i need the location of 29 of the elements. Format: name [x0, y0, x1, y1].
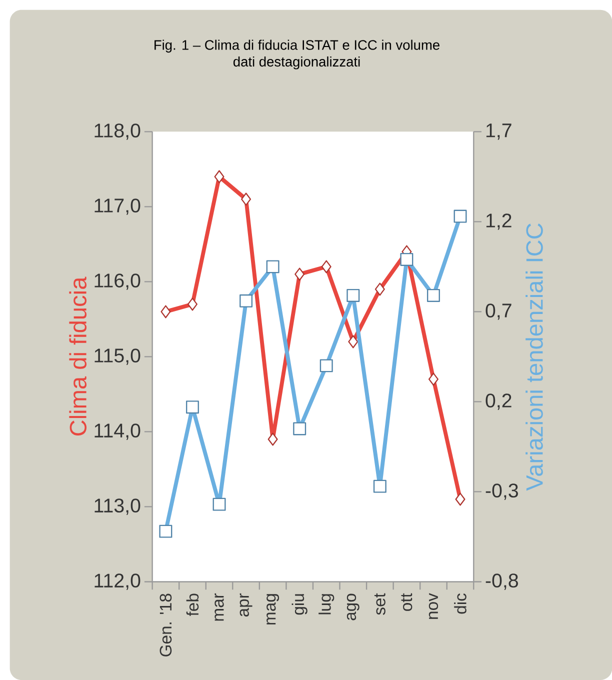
x-tick-label: mar [214, 593, 224, 621]
y2-tick-label: -0,3 [486, 484, 518, 500]
y2-tick-label: 1,2 [486, 214, 512, 230]
x-tick-label: giu [292, 594, 308, 615]
y-tick-label: 115,0 [94, 348, 140, 365]
y2-tick-label: -0,8 [486, 574, 518, 590]
y-tick-label: 113,0 [94, 498, 140, 515]
x-tick-label: feb [186, 594, 199, 616]
y-axis-title: Clima di fiducia [69, 276, 86, 436]
x-tick-label: lug [318, 594, 334, 614]
y-tick-label: 117,0 [94, 198, 140, 215]
x-tick-label: set [374, 593, 386, 615]
chart-subtitle: dati destagionalizzati [233, 56, 360, 70]
y2-tick-label: 0,2 [486, 394, 512, 410]
x-tick-label: dic [454, 594, 466, 614]
y-tick-label: 118,0 [94, 124, 140, 140]
x-tick-label: nov [428, 593, 438, 619]
x-tick-label: apr [240, 593, 252, 616]
x-tick-label: ago [346, 594, 360, 620]
x-tick-label: mag [266, 594, 279, 624]
y2-tick-label: 1,7 [486, 124, 512, 140]
y-tick-label: 116,0 [94, 274, 140, 290]
x-tick-label: ott [401, 593, 412, 611]
x-tick-label: Gen. '18 [160, 594, 172, 656]
y2-axis-title: Variazioni tendenziali ICC [525, 224, 543, 491]
y-tick-label: 114,0 [94, 424, 140, 440]
y2-tick-label: 0,7 [486, 304, 512, 320]
chart-title: Fig. 1 – Clima di fiducia ISTAT e ICC in volume [154, 40, 440, 53]
y-tick-label: 112,0 [94, 574, 140, 590]
